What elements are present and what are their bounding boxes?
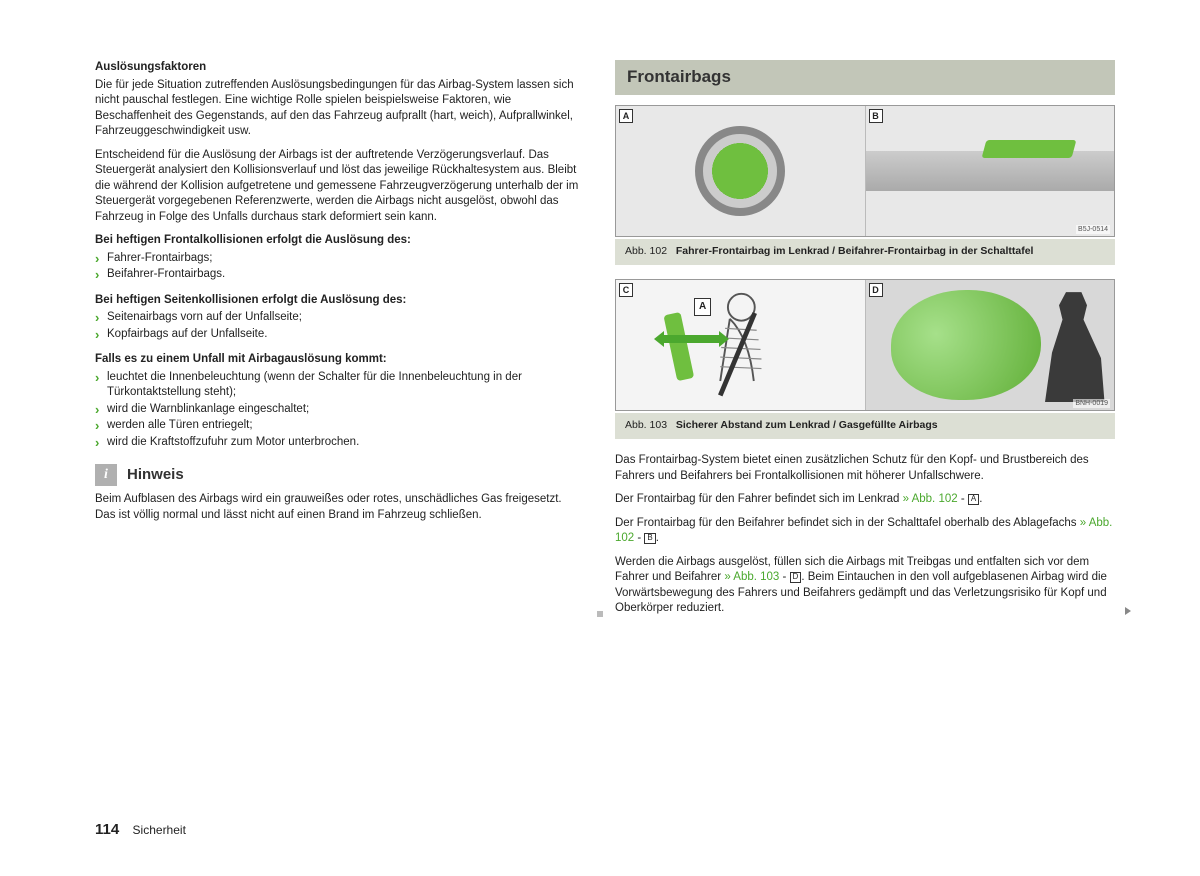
figure-102-panel-a: A [616,106,866,236]
left-column: Auslösungsfaktoren Die für jede Situatio… [95,60,585,625]
note-body: Beim Aufblasen des Airbags wird ein grau… [95,492,585,523]
para-front-3: Der Frontairbag für den Beifahrer befind… [615,516,1115,547]
ref-box: D [790,572,802,583]
ref-box: B [644,533,655,544]
list-item: wird die Kraftstoffzufuhr zum Motor unte… [95,435,585,451]
heading-frontal: Bei heftigen Frontalkollisionen erfolgt … [95,233,585,249]
section-header-frontairbags: Frontairbags [615,60,1115,95]
text: Der Frontairbag für den Fahrer befindet … [615,493,903,505]
ref-link-abb102a[interactable]: » Abb. 102 [903,493,958,505]
para-front-4: Werden die Airbags ausgelöst, füllen sic… [615,555,1115,617]
figure-102: A B B5J-0514 [615,105,1115,237]
panel-label: B [869,109,883,123]
info-icon: i [95,464,117,486]
section-end-marker-icon [597,611,603,617]
figure-102-panel-b: B B5J-0514 [866,106,1115,236]
figure-103-panel-d: D BNH-0019 [866,280,1115,410]
figure-103: C A D BNH-0019 [615,279,1115,411]
list-item: Seitenairbags vorn auf der Unfallseite; [95,310,585,326]
para-triggers-2: Entscheidend für die Auslösung der Airba… [95,148,585,226]
panel-label: C [619,283,633,297]
distance-arrow-icon [664,335,719,343]
para-triggers-1: Die für jede Situation zutreffenden Ausl… [95,78,585,140]
ref-link-abb103d[interactable]: » Abb. 103 [724,571,779,583]
skeleton-torso-illustration [656,290,785,405]
caption-text: Fahrer-Frontairbag im Lenkrad / Beifahre… [676,245,1034,257]
right-column: Frontairbags A B B5J-0514 Abb. 102 Fahre… [615,60,1115,625]
list-item: leuchtet die Innenbeleuchtung (wenn der … [95,370,585,401]
caption-abb: Abb. 103 [625,419,667,431]
text: Der Frontairbag für den Beifahrer befind… [615,517,1080,529]
heading-side: Bei heftigen Seitenkollisionen erfolgt d… [95,293,585,309]
heading-accident: Falls es zu einem Unfall mit Airbagauslö… [95,352,585,368]
steering-wheel-illustration [695,126,785,216]
figure-103-panel-c: C A [616,280,866,410]
list-frontal: Fahrer-Frontairbags; Beifahrer-Frontairb… [95,251,585,283]
ref-box: A [968,494,979,505]
caption-102: Abb. 102 Fahrer-Frontairbag im Lenkrad /… [615,239,1115,265]
heading-triggers: Auslösungsfaktoren [95,60,585,76]
list-item: Beifahrer-Frontairbags. [95,267,585,283]
caption-abb: Abb. 102 [625,245,667,257]
page-body: Auslösungsfaktoren Die für jede Situatio… [0,0,1200,625]
right-body-text: Das Frontairbag-System bietet einen zusä… [615,453,1115,617]
page-footer: 114 Sicherheit [95,821,186,838]
footer-section: Sicherheit [133,823,186,837]
figure-code: B5J-0514 [1076,225,1110,234]
inflated-airbag-illustration [891,290,1041,400]
caption-103: Abb. 103 Sicherer Abstand zum Lenkrad / … [615,413,1115,439]
para-front-1: Das Frontairbag-System bietet einen zusä… [615,453,1115,484]
list-side: Seitenairbags vorn auf der Unfallseite; … [95,310,585,342]
continued-indicator-icon [1125,607,1131,615]
caption-text: Sicherer Abstand zum Lenkrad / Gasgefüll… [676,419,938,431]
page-number: 114 [95,821,119,838]
note-title: Hinweis [127,465,184,485]
note-header: i Hinweis [95,464,585,486]
list-item: wird die Warnblinkanlage eingeschaltet; [95,402,585,418]
list-item: werden alle Türen entriegelt; [95,418,585,434]
list-item: Fahrer-Frontairbags; [95,251,585,267]
panel-label: D [869,283,883,297]
note-block: i Hinweis Beim Aufblasen des Airbags wir… [95,464,585,523]
panel-label: A [619,109,633,123]
list-item: Kopfairbags auf der Unfallseite. [95,327,585,343]
list-accident: leuchtet die Innenbeleuchtung (wenn der … [95,370,585,451]
para-front-2: Der Frontairbag für den Fahrer befindet … [615,492,1115,508]
figure-code: BNH-0019 [1073,399,1110,408]
passenger-airbag-highlight [982,140,1077,158]
occupant-silhouette [1038,292,1108,402]
distance-marker: A [694,298,711,316]
